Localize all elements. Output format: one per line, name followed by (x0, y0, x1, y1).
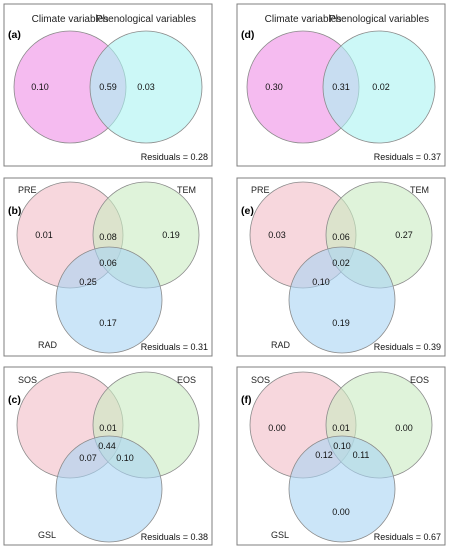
panel-e-s12-value: 0.06 (332, 232, 350, 242)
panel-c-s123-value: 0.44 (98, 441, 116, 451)
panel-a-residuals: Residuals = 0.28 (141, 152, 208, 162)
panel-c-residuals: Residuals = 0.38 (141, 532, 208, 542)
panel-b-s13-value: 0.25 (79, 277, 97, 287)
panel-c-s23-value: 0.10 (116, 453, 134, 463)
panel-f-frame (236, 366, 446, 546)
panel-d-only1-value: 0.30 (265, 82, 283, 92)
panel-f-s13-value: 0.12 (315, 450, 333, 460)
panel-e-label: (e) (241, 205, 254, 217)
panel-c-s13-value: 0.07 (79, 453, 97, 463)
panel-b-s12-value: 0.08 (99, 232, 117, 242)
panel-e-set3-label: RAD (271, 340, 291, 350)
panel-a-only1-value: 0.10 (31, 82, 49, 92)
panel-b-set3-label: RAD (38, 340, 58, 350)
panel-e: (e) PRE TEM RAD 0.03 0.27 0.19 0.06 0.10… (236, 177, 446, 357)
panel-f-s12-value: 0.01 (332, 423, 350, 433)
panel-e-set1-label: PRE (251, 185, 270, 195)
panel-e-circle-rad (288, 246, 396, 354)
panel-e-only1-value: 0.03 (268, 230, 286, 240)
panel-a: (a) Climate variables Phenological varia… (3, 3, 213, 167)
panel-d-label: (d) (241, 29, 254, 41)
panel-b-s123-value: 0.06 (99, 258, 117, 268)
panel-e-frame (236, 177, 446, 357)
panel-e-set2-label: TEM (410, 185, 429, 195)
panel-f-s123-value: 0.10 (333, 441, 351, 451)
panel-d-only2-value: 0.02 (372, 82, 390, 92)
panel-f-circle-gsl (288, 435, 396, 543)
panel-f-only1-value: 0.00 (268, 423, 286, 433)
panel-d-circle-phenology (322, 30, 436, 144)
panel-e-only2-value: 0.27 (395, 230, 413, 240)
panel-b-only2-value: 0.19 (162, 230, 180, 240)
panel-c-s12-value: 0.01 (99, 423, 117, 433)
panel-f-only2-value: 0.00 (395, 423, 413, 433)
panel-f-s23-value: 0.11 (353, 450, 370, 460)
panel-f: (f) SOS EOS GSL 0.00 0.00 0.00 0.01 0.12… (236, 366, 446, 546)
panel-b-frame (3, 177, 213, 357)
panel-b-only1-value: 0.01 (35, 230, 53, 240)
panel-a-label: (a) (8, 29, 21, 41)
panel-a-circle-phenology (89, 30, 203, 144)
panel-c-label: (c) (8, 394, 21, 406)
panel-c: (c) SOS EOS GSL 0.01 0.07 0.10 0.44 Resi… (3, 366, 213, 546)
panel-b-set2-label: TEM (177, 185, 196, 195)
panel-d-residuals: Residuals = 0.37 (374, 152, 441, 162)
panel-a-both-value: 0.59 (99, 82, 117, 92)
panel-b: (b) PRE TEM RAD 0.01 0.19 0.17 0.08 0.25… (3, 177, 213, 357)
panel-f-set2-label: EOS (410, 375, 429, 385)
panel-c-set3-label: GSL (38, 530, 56, 540)
panel-e-only3-value: 0.19 (332, 318, 350, 328)
panel-c-circle-gsl (55, 435, 163, 543)
panel-e-s13-value: 0.10 (312, 277, 330, 287)
panel-d: (d) Climate variables Phenological varia… (236, 3, 446, 167)
panel-a-frame (3, 3, 213, 167)
panel-e-residuals: Residuals = 0.39 (374, 342, 441, 352)
panel-b-set1-label: PRE (18, 185, 37, 195)
panel-b-residuals: Residuals = 0.31 (141, 342, 208, 352)
panel-b-label: (b) (8, 205, 21, 217)
panel-f-set1-label: SOS (251, 375, 270, 385)
panel-c-set2-label: EOS (177, 375, 196, 385)
panel-a-set1-label: Climate variables (32, 14, 109, 25)
panel-d-frame (236, 3, 446, 167)
panel-c-set1-label: SOS (18, 375, 37, 385)
panel-b-circle-rad (55, 246, 163, 354)
panel-d-both-value: 0.31 (332, 82, 350, 92)
panel-a-set2-label: Phenological variables (96, 14, 196, 25)
panel-e-s123-value: 0.02 (332, 258, 350, 268)
panel-b-only3-value: 0.17 (99, 318, 117, 328)
panel-f-set3-label: GSL (271, 530, 289, 540)
panel-a-only2-value: 0.03 (137, 82, 155, 92)
panel-d-set1-label: Climate variables (265, 14, 342, 25)
panel-f-only3-value: 0.00 (332, 507, 350, 517)
panel-d-set2-label: Phenological variables (329, 14, 429, 25)
panel-f-label: (f) (241, 394, 252, 406)
panel-f-residuals: Residuals = 0.67 (374, 532, 441, 542)
panel-c-frame (3, 366, 213, 546)
